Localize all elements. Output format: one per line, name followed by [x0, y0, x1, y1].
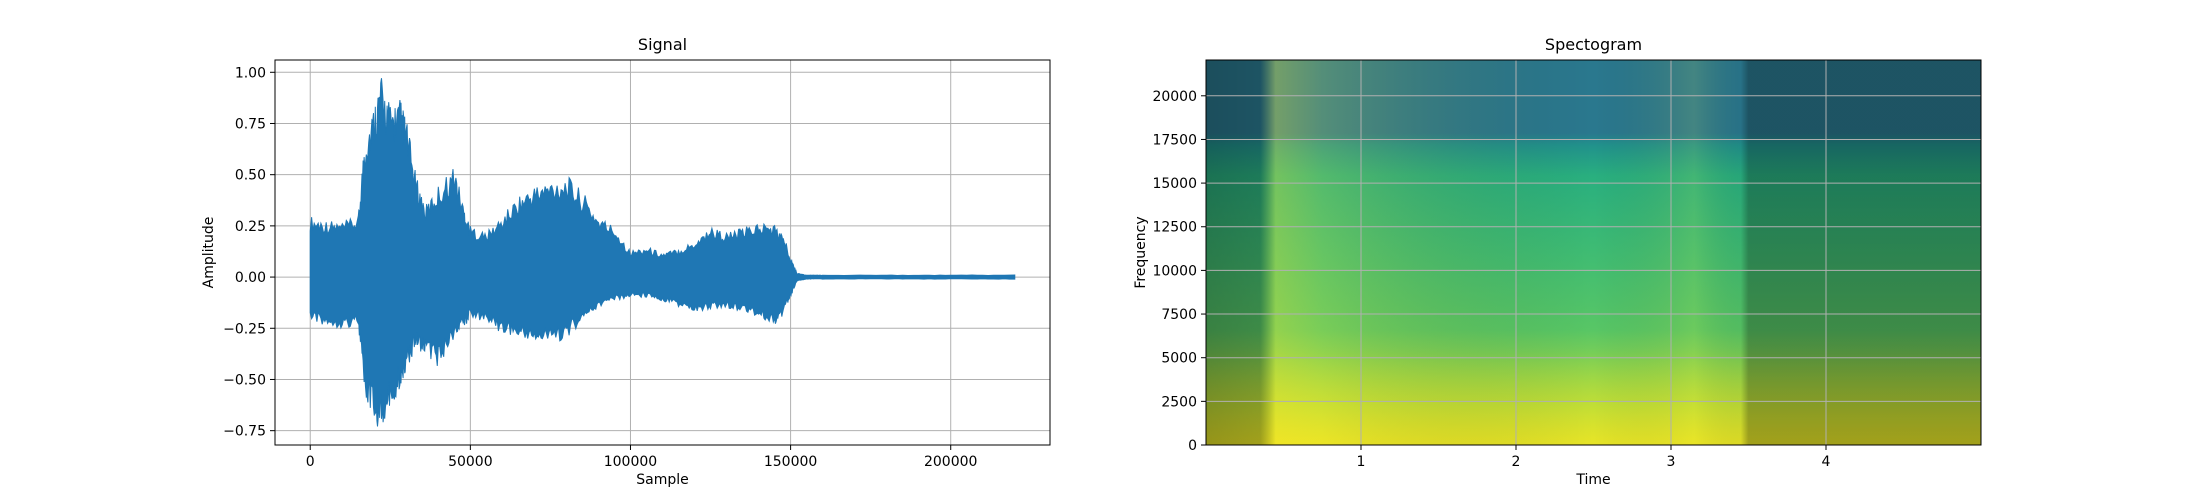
signal-x-tick-label: 100000 — [604, 454, 657, 470]
signal-y-tick-label: 0.75 — [235, 116, 266, 132]
spectrogram-chart: 1 2 3 4 0 2500 5000 7500 10000 12500 15000 17500 20… — [1133, 35, 1982, 488]
signal-chart: 0 50000 100000 150000 200000 −0.75 −0.50 −0.25… — [201, 35, 1051, 488]
spectrogram-x-tick-label: 4 — [1822, 454, 1831, 470]
signal-y-tick-label: 0.25 — [235, 219, 266, 235]
spectrogram-image — [1206, 60, 1981, 445]
signal-y-tick-label: 1.00 — [235, 65, 266, 81]
spectrogram-x-label: Time — [1575, 472, 1610, 488]
spectrogram-x-tick-label: 1 — [1357, 454, 1366, 470]
signal-x-tick-label: 50000 — [448, 454, 493, 470]
spectrogram-x-tick-label: 2 — [1512, 454, 1521, 470]
signal-x-ticks: 0 50000 100000 150000 200000 — [306, 445, 977, 470]
spectrogram-y-ticks: 0 2500 5000 7500 10000 12500 15000 17500 20000 — [1152, 89, 1206, 454]
spectrogram-y-label: Frequency — [1133, 216, 1149, 288]
signal-x-tick-label: 200000 — [924, 454, 977, 470]
spectrogram-y-tick-label: 2500 — [1161, 394, 1197, 410]
signal-axes-frame — [274, 59, 1051, 446]
spectrogram-title: Spectogram — [1545, 35, 1642, 54]
signal-y-tick-label: −0.75 — [223, 424, 266, 440]
spectrogram-y-tick-label: 0 — [1188, 438, 1197, 454]
signal-y-ticks: −0.75 −0.50 −0.25 0.00 0.25 0.50 0.75 1.00 — [223, 65, 275, 440]
spectrogram-axes-frame — [1205, 59, 1982, 446]
signal-y-tick-label: −0.25 — [223, 321, 266, 337]
spectrogram-y-tick-label: 20000 — [1152, 89, 1197, 105]
spectrogram-x-ticks: 1 2 3 4 — [1357, 445, 1831, 470]
signal-x-label: Sample — [636, 472, 689, 488]
spectrogram-y-tick-label: 12500 — [1152, 220, 1197, 236]
spectrogram-y-tick-label: 17500 — [1152, 132, 1197, 148]
signal-x-tick-label: 0 — [306, 454, 315, 470]
signal-waveform — [309, 78, 1016, 427]
spectrogram-y-tick-label: 10000 — [1152, 263, 1197, 279]
spectrogram-time-shading — [1206, 60, 1981, 445]
signal-y-tick-label: 0.00 — [235, 270, 266, 286]
spectrogram-y-tick-label: 7500 — [1161, 307, 1197, 323]
signal-title: Signal — [638, 35, 687, 54]
signal-y-label: Amplitude — [201, 217, 217, 289]
signal-y-tick-label: −0.50 — [223, 372, 266, 388]
signal-x-tick-label: 150000 — [764, 454, 817, 470]
signal-y-tick-label: 0.50 — [235, 168, 266, 184]
spectrogram-y-tick-label: 15000 — [1152, 176, 1197, 192]
spectrogram-y-tick-label: 5000 — [1161, 351, 1197, 367]
spectrogram-x-tick-label: 3 — [1667, 454, 1676, 470]
